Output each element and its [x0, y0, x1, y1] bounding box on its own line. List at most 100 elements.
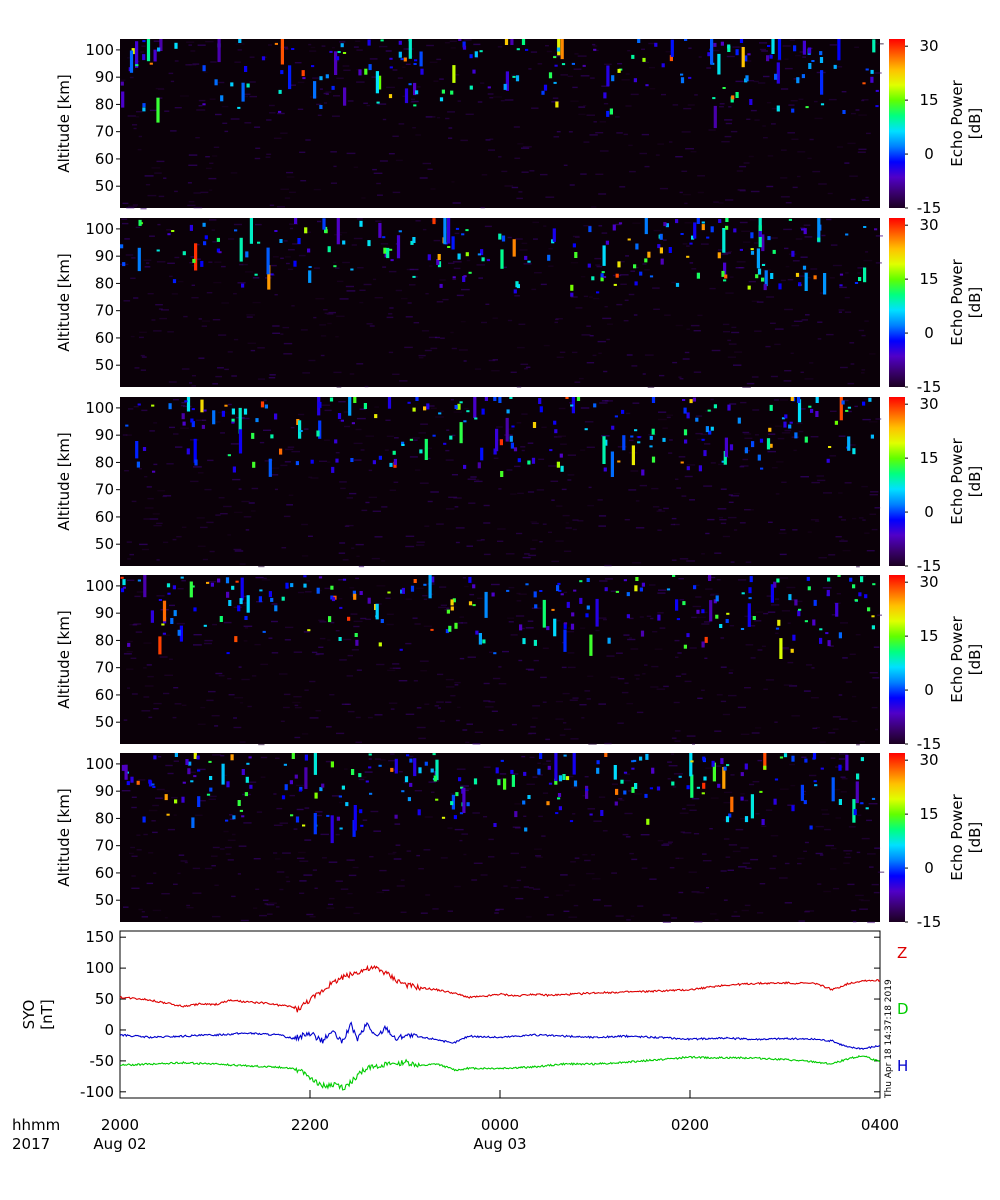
heatmap-noise-cell — [382, 889, 390, 891]
heatmap-echo-cell — [387, 591, 391, 594]
heatmap-noise-cell — [630, 915, 635, 917]
heatmap-noise-cell — [727, 339, 732, 342]
heatmap-echo-cell — [556, 47, 561, 52]
heatmap-noise-cell — [406, 850, 412, 852]
heatmap-noise-cell — [388, 351, 394, 354]
heatmap-noise-cell — [302, 372, 310, 374]
heatmap-noise-cell — [220, 848, 225, 850]
heatmap-noise-cell — [563, 722, 567, 724]
heatmap-echo-cell — [579, 597, 583, 604]
heatmap-echo-cell — [777, 39, 782, 60]
heatmap-noise-cell — [356, 218, 363, 220]
heatmap-noise-cell — [520, 363, 529, 365]
heatmap-noise-cell — [597, 340, 606, 343]
heatmap-noise-cell — [297, 81, 305, 84]
heatmap-noise-cell — [141, 916, 148, 918]
heatmap-noise-cell — [518, 323, 526, 325]
heatmap-noise-cell — [661, 93, 666, 96]
heatmap-noise-cell — [607, 323, 613, 325]
heatmap-echo-cell — [675, 599, 679, 611]
heatmap-echo-cell — [439, 97, 444, 102]
heatmap-noise-cell — [412, 439, 418, 441]
heatmap-echo-cell — [241, 815, 245, 818]
heatmap-noise-cell — [742, 241, 751, 243]
heatmap-echo-cell — [510, 442, 514, 449]
heatmap-noise-cell — [465, 113, 474, 115]
heatmap-echo-cell — [712, 97, 716, 100]
heatmap-echo-cell — [368, 753, 372, 756]
heatmap-echo-cell — [604, 439, 608, 446]
heatmap-noise-cell — [604, 400, 613, 402]
heatmap-noise-cell — [492, 677, 501, 680]
heatmap-noise-cell — [178, 280, 184, 283]
heatmap-noise-cell — [709, 913, 717, 915]
heatmap-echo-cell — [614, 415, 618, 418]
heatmap-noise-cell — [723, 801, 733, 804]
heatmap-noise-cell — [700, 243, 709, 245]
heatmap-noise-cell — [625, 73, 630, 75]
heatmap-echo-cell — [696, 272, 700, 279]
heatmap-echo-cell — [570, 284, 574, 291]
heatmap-noise-cell — [474, 480, 483, 483]
heatmap-noise-cell — [488, 701, 496, 703]
heatmap-noise-cell — [326, 726, 332, 728]
heatmap-noise-cell — [774, 721, 778, 723]
heatmap-noise-cell — [736, 170, 743, 172]
heatmap-noise-cell — [857, 272, 861, 274]
heatmap-noise-cell — [725, 292, 734, 294]
heatmap-noise-cell — [631, 365, 638, 367]
heatmap-noise-cell — [201, 325, 207, 327]
heatmap-noise-cell — [244, 122, 252, 124]
heatmap-noise-cell — [671, 559, 677, 561]
heatmap-noise-cell — [215, 421, 221, 423]
heatmap-noise-cell — [710, 398, 714, 401]
heatmap-noise-cell — [809, 362, 814, 364]
heatmap-noise-cell — [664, 314, 671, 316]
heatmap-noise-cell — [765, 809, 773, 811]
heatmap-noise-cell — [855, 634, 861, 636]
heatmap-noise-cell — [755, 727, 762, 729]
heatmap-echo-cell — [177, 629, 181, 636]
heatmap-noise-cell — [282, 326, 290, 329]
heatmap-echo-cell — [202, 103, 206, 106]
heatmap-noise-cell — [280, 464, 288, 467]
heatmap-noise-cell — [562, 514, 570, 517]
heatmap-noise-cell — [372, 510, 381, 512]
heatmap-noise-cell — [448, 262, 455, 264]
heatmap-noise-cell — [460, 785, 469, 787]
heatmap-noise-cell — [281, 547, 287, 549]
heatmap-noise-cell — [424, 703, 430, 705]
heatmap-noise-cell — [330, 182, 337, 184]
heatmap-echo-cell — [852, 448, 856, 455]
heatmap-echo-cell — [573, 780, 578, 787]
heatmap-echo-cell — [722, 87, 726, 89]
heatmap-echo-cell — [551, 239, 555, 244]
heatmap-echo-cell — [342, 52, 347, 54]
heatmap-noise-cell — [426, 44, 434, 47]
heatmap-noise-cell — [589, 134, 598, 136]
heatmap-noise-cell — [370, 810, 379, 813]
heatmap-noise-cell — [126, 651, 133, 653]
heatmap-echo-cell — [586, 605, 590, 610]
heatmap-echo-cell — [702, 782, 706, 789]
heatmap-noise-cell — [125, 434, 132, 436]
heatmap-echo-cell — [124, 764, 128, 780]
colorbar-label-line: Echo Power — [948, 437, 966, 524]
heatmap-noise-cell — [598, 352, 602, 354]
heatmap-noise-cell — [832, 264, 842, 267]
heatmap-noise-cell — [810, 268, 818, 270]
heatmap-noise-cell — [457, 706, 461, 709]
heatmap-echo-cell — [313, 753, 317, 775]
heatmap-noise-cell — [819, 741, 826, 743]
heatmap-echo-cell — [380, 619, 384, 623]
heatmap-noise-cell — [196, 419, 204, 421]
heatmap-echo-cell — [138, 219, 142, 226]
heatmap-echo-cell — [206, 581, 210, 584]
heatmap-noise-cell — [875, 728, 878, 731]
heatmap-noise-cell — [273, 824, 283, 826]
heatmap-noise-cell — [527, 491, 535, 493]
heatmap-noise-cell — [693, 921, 703, 923]
heatmap-noise-cell — [335, 880, 343, 882]
heatmap-echo-cell — [268, 591, 272, 598]
heatmap-echo-cell — [474, 417, 478, 420]
